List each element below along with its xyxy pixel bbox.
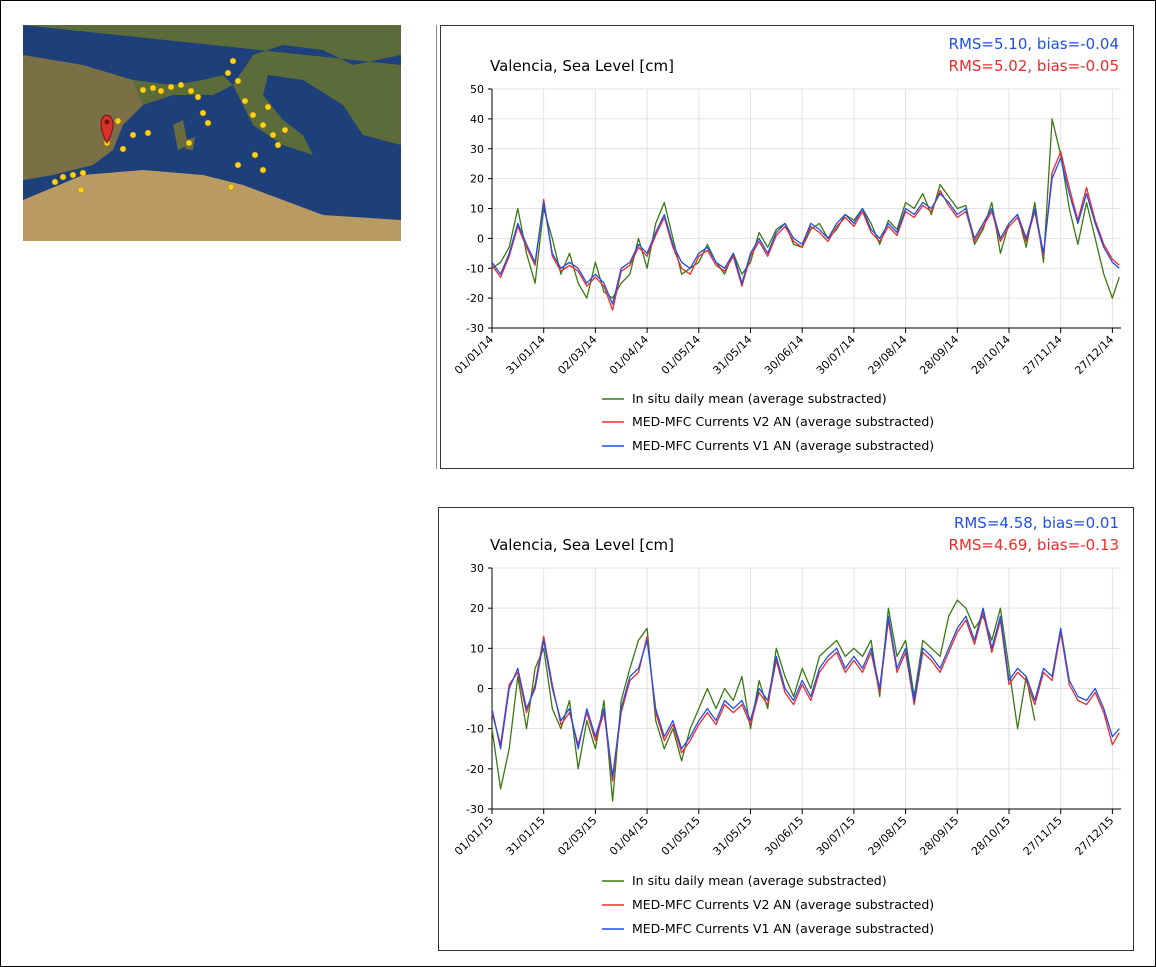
legend-label: In situ daily mean (average substracted)	[632, 391, 887, 406]
y-tick-label: 0	[477, 232, 484, 245]
legend-label: MED-MFC Currents V2 AN (average substrac…	[632, 414, 934, 429]
land-europe	[23, 25, 401, 155]
chart-frame	[440, 25, 1134, 469]
series-line	[491, 151, 1120, 311]
y-tick-label: 20	[470, 602, 484, 615]
y-tick-label: -20	[466, 763, 484, 776]
map	[23, 25, 401, 241]
pin-dot	[104, 119, 110, 125]
y-tick-label: 10	[470, 203, 484, 216]
chart-title: Valencia, Sea Level [cm]	[490, 536, 674, 554]
rms-annotation: RMS=4.69, bias=-0.13	[949, 536, 1119, 554]
y-tick-label: 40	[470, 113, 484, 126]
land-africa	[23, 170, 401, 241]
y-tick-label: 20	[470, 173, 484, 186]
legend-label: MED-MFC Currents V1 AN (average substrac…	[632, 438, 934, 453]
y-tick-label: 10	[470, 642, 484, 655]
y-tick-label: -30	[466, 322, 484, 335]
legend-label: MED-MFC Currents V1 AN (average substrac…	[632, 921, 934, 936]
series-line	[491, 157, 1120, 305]
rms-annotation: RMS=4.58, bias=0.01	[954, 514, 1119, 532]
stations	[51, 57, 289, 194]
y-tick-label: 30	[470, 143, 484, 156]
y-tick-label: 0	[477, 683, 484, 696]
legend-label: In situ daily mean (average substracted)	[632, 873, 887, 888]
series-line	[491, 611, 1120, 782]
land-iberia	[23, 55, 143, 180]
legend-label: MED-MFC Currents V2 AN (average substrac…	[632, 897, 934, 912]
series-line	[491, 607, 1120, 778]
y-tick-label: 30	[470, 562, 484, 575]
y-tick-label: -10	[466, 262, 484, 275]
y-tick-label: 50	[470, 83, 484, 96]
y-tick-label: -30	[466, 803, 484, 816]
selected-station-pin	[100, 114, 114, 145]
rms-annotation: RMS=5.10, bias=-0.04	[949, 35, 1119, 53]
y-tick-label: -20	[466, 292, 484, 305]
land-france	[133, 75, 233, 105]
y-tick-label: -10	[466, 723, 484, 736]
rms-annotation: RMS=5.02, bias=-0.05	[949, 57, 1119, 75]
chart-title: Valencia, Sea Level [cm]	[490, 57, 674, 75]
